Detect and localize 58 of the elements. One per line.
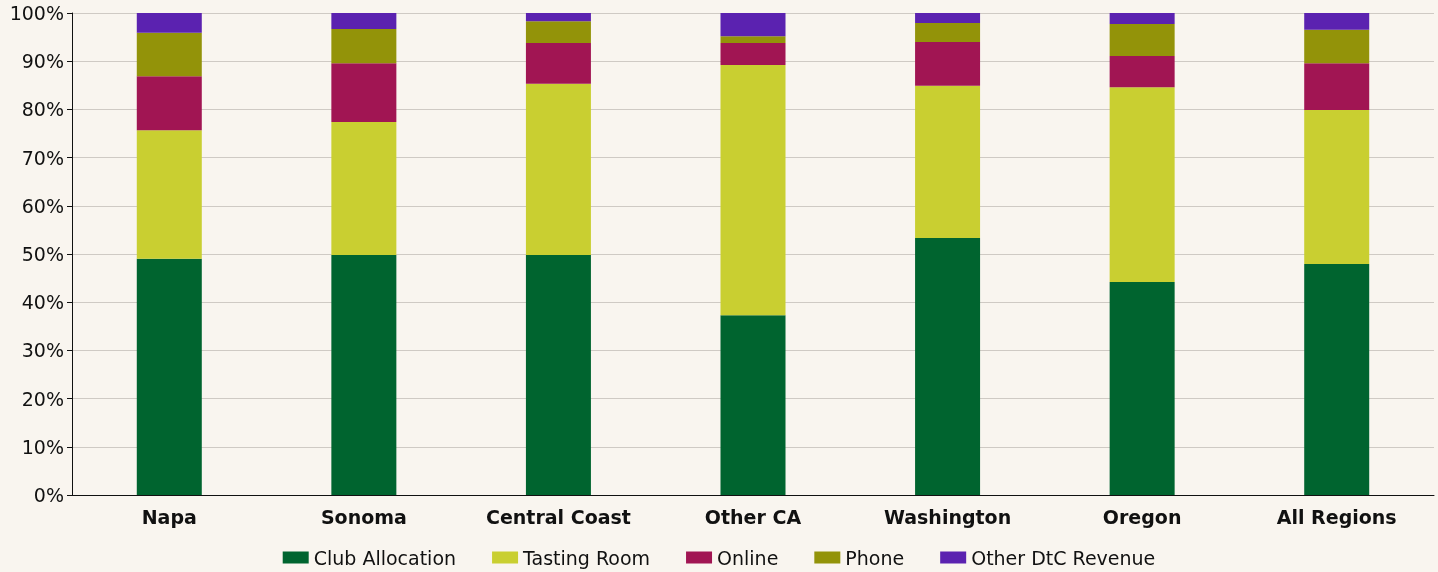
y-tick-label: 0% bbox=[33, 484, 64, 506]
bar bbox=[136, 13, 202, 33]
bar bbox=[525, 83, 591, 255]
x-tick-label: Central Coast bbox=[485, 505, 631, 528]
bar bbox=[136, 76, 202, 131]
bar bbox=[1109, 13, 1175, 25]
bar bbox=[136, 32, 202, 77]
bar bbox=[720, 315, 786, 495]
y-tick-label: 90% bbox=[21, 50, 64, 73]
y-tick-label: 80% bbox=[21, 98, 64, 121]
y-tick-label: 60% bbox=[21, 194, 64, 217]
y-tick-label: 20% bbox=[21, 387, 64, 410]
bar bbox=[136, 258, 202, 495]
bar bbox=[525, 21, 591, 43]
y-tick-label: 10% bbox=[21, 435, 64, 458]
bar bbox=[915, 23, 981, 42]
bar bbox=[720, 13, 786, 37]
x-tick-label: Sonoma bbox=[320, 505, 407, 528]
x-tick-label: Napa bbox=[141, 505, 197, 528]
x-tick-label: Washington bbox=[883, 505, 1012, 528]
legend-label: Other DtC Revenue bbox=[971, 546, 1156, 569]
bar bbox=[525, 42, 591, 84]
bar bbox=[915, 85, 981, 239]
bar bbox=[136, 130, 202, 259]
bar bbox=[331, 254, 397, 495]
legend-label: Club Allocation bbox=[313, 546, 457, 569]
bar bbox=[1304, 63, 1370, 110]
bar bbox=[915, 41, 981, 86]
x-tick-label: Other CA bbox=[704, 505, 802, 528]
legend-label: Online bbox=[717, 546, 779, 569]
bar bbox=[331, 121, 397, 255]
bar bbox=[525, 254, 591, 495]
bar bbox=[1304, 13, 1370, 30]
bar bbox=[1304, 29, 1370, 64]
bar bbox=[720, 36, 786, 43]
y-tick-label: 40% bbox=[21, 291, 64, 314]
bar bbox=[720, 42, 786, 66]
bar bbox=[525, 13, 591, 22]
bar bbox=[720, 65, 786, 316]
y-tick-label: 100% bbox=[9, 2, 64, 24]
x-tick-label: All Regions bbox=[1276, 505, 1397, 528]
bar bbox=[915, 238, 981, 495]
y-tick-label: 70% bbox=[21, 146, 64, 169]
legend-label: Phone bbox=[845, 546, 905, 569]
bar bbox=[331, 28, 397, 64]
bar bbox=[1109, 87, 1175, 282]
bar bbox=[1109, 281, 1175, 495]
bar bbox=[1304, 109, 1370, 265]
legend-label: Tasting Room bbox=[522, 546, 651, 569]
bar bbox=[1109, 55, 1175, 88]
bar bbox=[331, 13, 397, 29]
y-tick-label: 50% bbox=[21, 243, 64, 265]
y-tick-label: 30% bbox=[21, 339, 64, 362]
bar bbox=[1304, 264, 1370, 495]
x-tick-label: Oregon bbox=[1102, 505, 1182, 528]
bar bbox=[331, 63, 397, 122]
bar bbox=[1109, 24, 1175, 56]
bar bbox=[915, 13, 981, 24]
